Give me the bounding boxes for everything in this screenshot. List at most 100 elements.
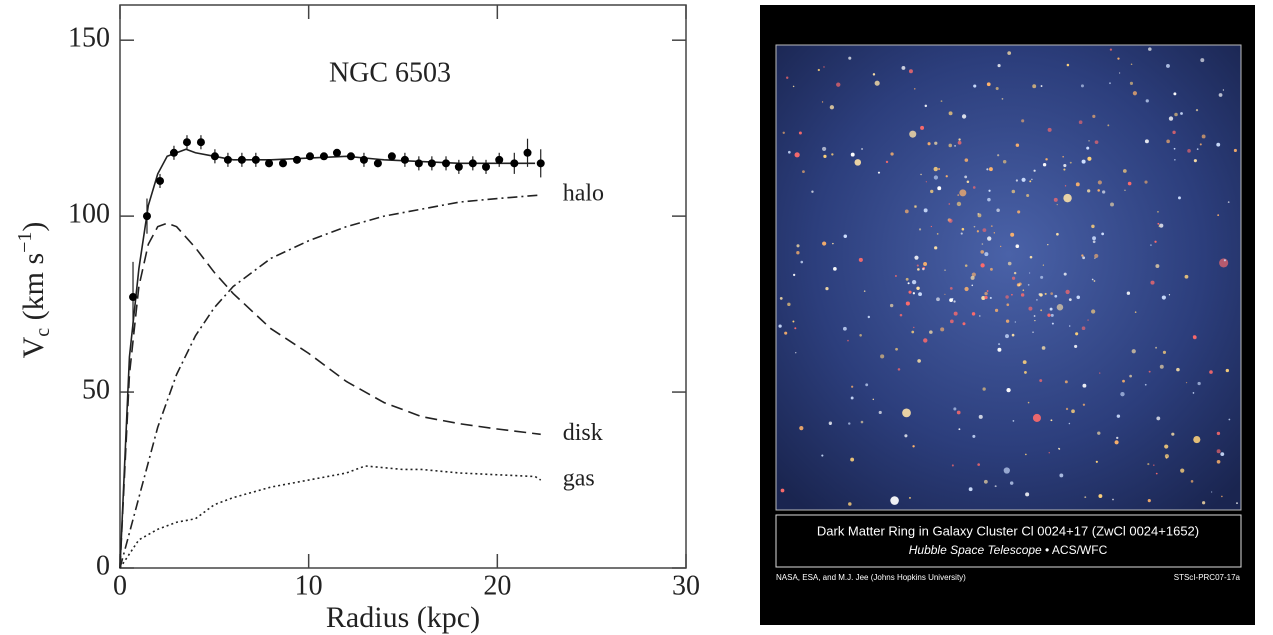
- star: [1001, 98, 1004, 100]
- star: [1000, 245, 1002, 248]
- star: [1065, 407, 1069, 411]
- star: [988, 167, 993, 172]
- star: [1132, 91, 1138, 96]
- star: [1166, 63, 1170, 68]
- star: [850, 457, 855, 462]
- star: [1102, 190, 1106, 194]
- chart: NGC 6503 Radius (kpc) Vc (km s−1) 050100…: [14, 4, 700, 634]
- star: [924, 104, 928, 108]
- star: [1075, 332, 1079, 336]
- star: [940, 327, 945, 332]
- star: [787, 150, 791, 154]
- star: [800, 260, 804, 264]
- star: [877, 171, 881, 174]
- star: [956, 201, 962, 207]
- star: [923, 338, 928, 343]
- data-point: [495, 155, 504, 164]
- data-point: [265, 159, 274, 168]
- star: [843, 326, 847, 331]
- star: [997, 154, 1000, 157]
- star: [957, 194, 960, 197]
- star: [1174, 158, 1176, 161]
- star: [936, 297, 940, 302]
- series-line: [119, 194, 541, 569]
- star: [1116, 414, 1121, 418]
- star: [1015, 143, 1020, 147]
- star: [1114, 440, 1119, 445]
- star: [1101, 232, 1105, 236]
- star: [997, 347, 1002, 352]
- star: [1022, 360, 1027, 365]
- star: [949, 298, 953, 302]
- star: [1050, 313, 1054, 317]
- star: [1145, 99, 1149, 103]
- star: [966, 180, 970, 184]
- star: [904, 434, 908, 438]
- star: [944, 293, 946, 295]
- star: [1156, 416, 1161, 421]
- star: [1144, 139, 1149, 144]
- star: [874, 80, 880, 86]
- star: [1011, 276, 1016, 280]
- star: [787, 302, 791, 307]
- star: [1002, 159, 1007, 164]
- series-line: [119, 465, 542, 569]
- star: [785, 76, 789, 80]
- star: [958, 428, 961, 431]
- star: [964, 158, 969, 162]
- star: [1134, 311, 1137, 313]
- star: [984, 291, 988, 296]
- star: [945, 175, 948, 178]
- star: [917, 268, 920, 271]
- star: [948, 203, 951, 205]
- star: [1031, 178, 1033, 181]
- star: [817, 68, 820, 72]
- star: [977, 463, 981, 466]
- star: [784, 331, 788, 335]
- star: [949, 287, 953, 290]
- star: [1180, 468, 1185, 473]
- star: [1196, 148, 1199, 150]
- star: [970, 275, 975, 280]
- data-point: [523, 148, 532, 157]
- star: [792, 320, 795, 323]
- star: [944, 269, 946, 271]
- star: [998, 343, 1001, 346]
- star: [1014, 321, 1016, 323]
- star: [885, 160, 889, 164]
- star: [1172, 130, 1176, 135]
- star: [1064, 185, 1067, 187]
- star: [833, 267, 837, 271]
- star: [1020, 293, 1025, 297]
- star: [914, 88, 916, 90]
- star: [1049, 307, 1053, 311]
- star: [1171, 432, 1175, 436]
- star: [1122, 379, 1125, 383]
- star: [1153, 464, 1155, 466]
- star: [1005, 334, 1009, 339]
- star: [778, 324, 782, 328]
- star: [1029, 180, 1032, 183]
- data-point: [129, 293, 138, 302]
- star: [1007, 51, 1012, 55]
- star: [1117, 57, 1120, 60]
- star: [1120, 391, 1125, 397]
- star: [1087, 156, 1092, 161]
- star: [821, 454, 824, 457]
- star: [823, 154, 827, 158]
- star: [1144, 180, 1148, 184]
- image-panel: Dark Matter Ring in Galaxy Cluster Cl 00…: [760, 5, 1255, 625]
- star: [1088, 140, 1090, 142]
- star: [953, 407, 957, 411]
- star: [1032, 331, 1034, 333]
- star: [1154, 240, 1157, 243]
- star: [997, 64, 1001, 68]
- star: [1091, 224, 1095, 229]
- star: [795, 351, 797, 354]
- star: [1015, 244, 1020, 249]
- star: [930, 225, 932, 228]
- star: [1159, 223, 1164, 228]
- star: [811, 190, 814, 193]
- star: [1197, 381, 1201, 386]
- plot-frame: [119, 4, 687, 569]
